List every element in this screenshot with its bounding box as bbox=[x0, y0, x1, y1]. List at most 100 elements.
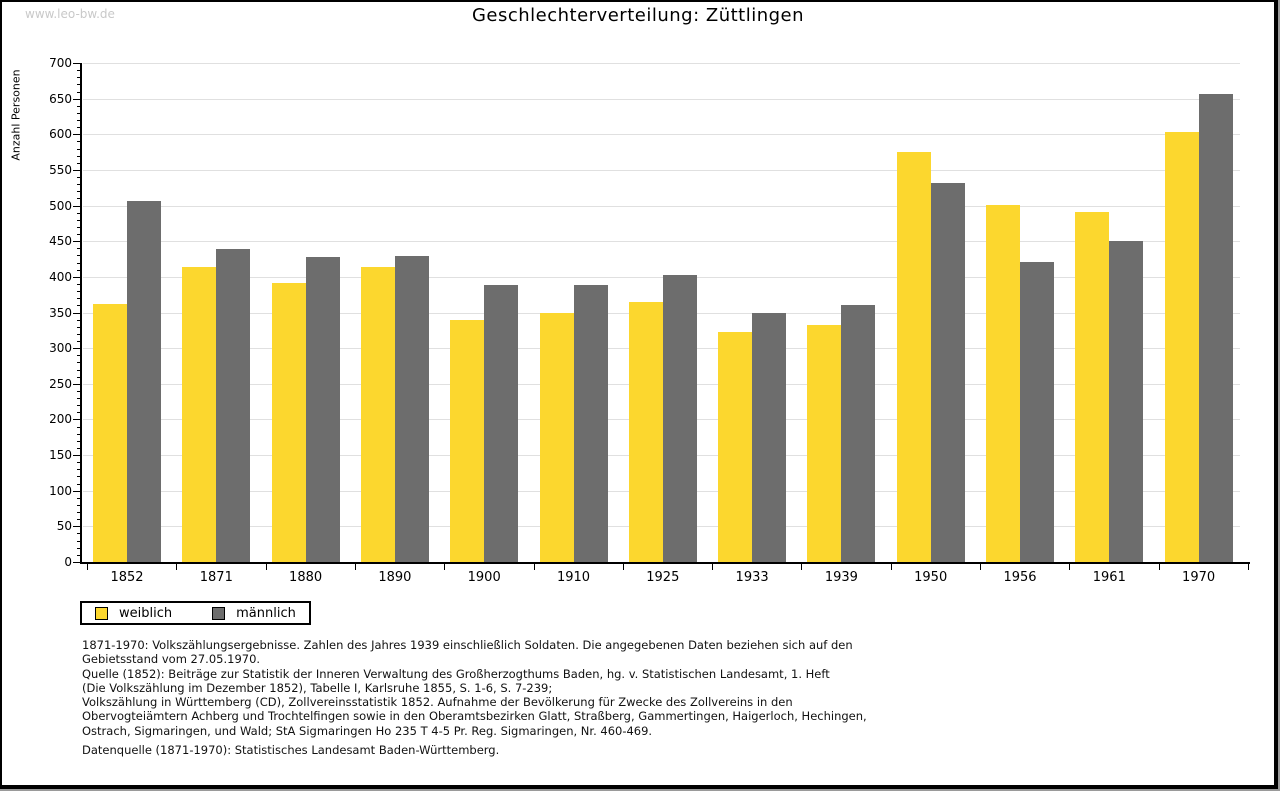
y-minor-tick-520 bbox=[77, 191, 81, 193]
bar-weiblich-1956 bbox=[986, 204, 1020, 562]
bar-männlich-1852 bbox=[127, 201, 161, 562]
bar-weiblich-1910 bbox=[539, 312, 574, 562]
y-minor-tick-130 bbox=[77, 469, 81, 471]
y-minor-tick-290 bbox=[77, 355, 81, 357]
bar-männlich-1900 bbox=[484, 285, 519, 562]
y-minor-tick-420 bbox=[77, 262, 81, 264]
y-tick-label-550: 550 bbox=[49, 162, 72, 177]
bar-weiblich-1961 bbox=[1075, 211, 1110, 562]
y-tick-label-0: 0 bbox=[64, 555, 72, 569]
footnote-line: 1871-1970: Volkszählungsergebnisse. Zahl… bbox=[82, 638, 853, 652]
x-tick-label-1925: 1925 bbox=[646, 570, 680, 585]
y-minor-tick-670 bbox=[77, 84, 81, 86]
legend-swatch-maennlich bbox=[212, 606, 226, 620]
y-minor-tick-270 bbox=[77, 369, 81, 371]
bar-weiblich-1880 bbox=[271, 283, 306, 562]
datasource-note: Datenquelle (1871-1970): Statistisches L… bbox=[82, 743, 500, 757]
y-minor-tick-140 bbox=[77, 462, 81, 464]
gridline-400 bbox=[83, 276, 1240, 278]
y-minor-tick-280 bbox=[77, 362, 81, 364]
legend-label-maennlich: männlich bbox=[236, 605, 296, 621]
y-major-tick-500 bbox=[73, 205, 81, 207]
y-major-tick-450 bbox=[73, 241, 81, 243]
y-major-tick-700 bbox=[73, 63, 81, 64]
x-boundary-tick-1 bbox=[176, 564, 178, 570]
y-minor-tick-90 bbox=[77, 497, 81, 499]
y-minor-tick-210 bbox=[77, 412, 81, 414]
y-minor-tick-630 bbox=[77, 112, 81, 114]
footnote-line: Obervogteiämtern Achberg und Trochtelfin… bbox=[82, 709, 867, 724]
x-tick-label-1939: 1939 bbox=[824, 570, 858, 585]
y-minor-tick-320 bbox=[77, 333, 81, 335]
y-minor-tick-340 bbox=[77, 319, 81, 321]
footnotes: 1871-1970: Volkszählungsergebnisse. Zahl… bbox=[82, 638, 867, 738]
bar-männlich-1956 bbox=[1020, 261, 1054, 562]
x-boundary-tick-9 bbox=[890, 564, 892, 570]
y-minor-tick-580 bbox=[77, 148, 81, 150]
y-major-tick-350 bbox=[73, 312, 81, 314]
x-tick-label-1890: 1890 bbox=[378, 570, 412, 585]
y-major-tick-300 bbox=[73, 348, 81, 350]
x-tick-label-1956: 1956 bbox=[1003, 570, 1037, 585]
y-major-tick-150 bbox=[73, 455, 81, 457]
x-tick-label-1880: 1880 bbox=[289, 570, 323, 585]
y-minor-tick-560 bbox=[77, 162, 81, 164]
x-boundary-tick-3 bbox=[354, 564, 356, 570]
bar-weiblich-1970 bbox=[1164, 132, 1199, 562]
y-minor-tick-360 bbox=[77, 305, 81, 307]
x-boundary-tick-11 bbox=[1069, 564, 1071, 570]
y-tick-label-700: 700 bbox=[49, 56, 72, 70]
legend-label-weiblich: weiblich bbox=[119, 605, 173, 621]
chart-title: Geschlechterverteilung: Züttlingen bbox=[471, 5, 805, 26]
bar-weiblich-1925 bbox=[628, 301, 663, 562]
y-minor-tick-680 bbox=[77, 77, 81, 79]
y-minor-tick-110 bbox=[77, 483, 81, 485]
y-tick-label-500: 500 bbox=[49, 198, 72, 213]
bar-männlich-1925 bbox=[662, 274, 697, 562]
bar-männlich-1961 bbox=[1109, 241, 1144, 562]
y-major-tick-0 bbox=[73, 562, 81, 563]
y-minor-tick-480 bbox=[77, 219, 81, 221]
x-axis-line bbox=[80, 562, 1250, 564]
y-minor-tick-410 bbox=[77, 269, 81, 271]
y-minor-tick-570 bbox=[77, 155, 81, 157]
y-minor-tick-30 bbox=[77, 540, 81, 542]
y-axis-label: Anzahl Personen bbox=[9, 69, 23, 161]
x-boundary-tick-2 bbox=[265, 564, 267, 570]
y-minor-tick-590 bbox=[77, 141, 81, 143]
y-major-tick-400 bbox=[73, 276, 81, 278]
y-minor-tick-260 bbox=[77, 376, 81, 378]
bar-weiblich-1950 bbox=[896, 152, 931, 562]
y-major-tick-200 bbox=[73, 419, 81, 421]
x-tick-label-1852: 1852 bbox=[110, 570, 144, 585]
x-boundary-tick-10 bbox=[980, 564, 981, 570]
bar-weiblich-1852 bbox=[93, 303, 127, 562]
y-minor-tick-120 bbox=[77, 476, 81, 478]
x-boundary-tick-6 bbox=[622, 564, 624, 570]
y-minor-tick-10 bbox=[77, 554, 81, 556]
y-minor-tick-380 bbox=[77, 291, 81, 293]
y-tick-label-400: 400 bbox=[49, 269, 72, 284]
y-minor-tick-470 bbox=[77, 226, 81, 228]
y-major-tick-600 bbox=[73, 134, 81, 136]
y-minor-tick-180 bbox=[77, 433, 81, 435]
legend-swatch-weiblich bbox=[95, 606, 108, 620]
x-boundary-tick-5 bbox=[533, 564, 535, 570]
y-minor-tick-460 bbox=[77, 234, 81, 236]
y-tick-label-650: 650 bbox=[49, 91, 72, 106]
x-boundary-tick-8 bbox=[801, 564, 803, 570]
y-tick-label-600: 600 bbox=[49, 127, 72, 142]
footnote-line: Gebietsstand vom 27.05.1970. bbox=[82, 652, 261, 667]
x-tick-label-1910: 1910 bbox=[556, 570, 591, 585]
legend: weiblich männlich bbox=[80, 601, 311, 625]
y-minor-tick-60 bbox=[77, 519, 81, 521]
x-tick-label-1950: 1950 bbox=[914, 570, 948, 585]
y-minor-tick-40 bbox=[77, 533, 81, 535]
y-minor-tick-70 bbox=[77, 512, 81, 514]
y-tick-label-300: 300 bbox=[49, 341, 72, 356]
y-minor-tick-390 bbox=[77, 283, 81, 285]
y-tick-label-250: 250 bbox=[49, 376, 72, 391]
y-axis-line bbox=[80, 63, 82, 564]
